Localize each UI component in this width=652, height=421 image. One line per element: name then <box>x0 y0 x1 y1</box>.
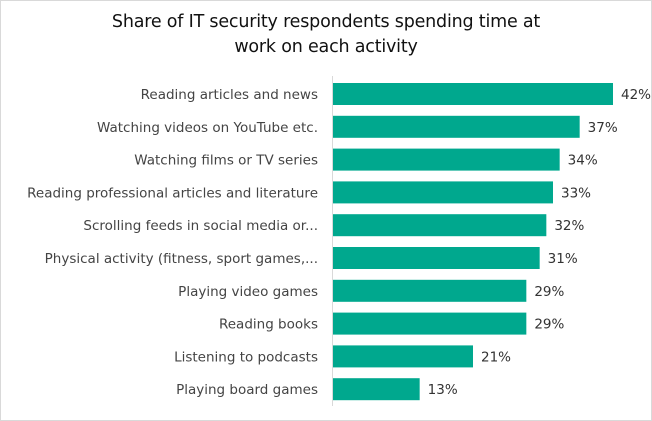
bar <box>333 83 613 105</box>
bars-group: Reading articles and news 42% Watching vid… <box>27 83 651 401</box>
data-label: 21% <box>481 349 511 365</box>
category-label: Watching videos on YouTube etc. <box>97 120 318 136</box>
data-label: 13% <box>428 382 458 398</box>
data-label: 29% <box>534 317 564 333</box>
bar <box>333 148 560 171</box>
data-label: 33% <box>561 185 591 201</box>
chart-title-line-1: Share of IT security respondents spendin… <box>111 12 541 32</box>
chart-title-line-2: work on each activity <box>234 37 418 57</box>
bar <box>333 345 473 368</box>
data-label: 32% <box>554 218 584 234</box>
bar <box>333 378 420 401</box>
category-label: Watching films or TV series <box>134 153 318 169</box>
category-label: Playing board games <box>176 382 318 398</box>
category-label: Reading books <box>219 317 318 333</box>
bar <box>333 279 527 302</box>
bar <box>333 312 527 335</box>
bar <box>333 115 580 138</box>
data-label: 31% <box>548 251 578 267</box>
bar <box>333 247 540 269</box>
data-label: 34% <box>568 153 598 169</box>
data-label: 29% <box>534 284 564 300</box>
category-label: Physical activity (fitness, sport games,… <box>45 251 318 267</box>
data-label: 42% <box>621 87 651 103</box>
chart-title: Share of IT security respondents spendin… <box>0 10 652 60</box>
category-label: Reading articles and news <box>141 87 318 103</box>
category-label: Scrolling feeds in social media or... <box>83 218 318 234</box>
category-label: Reading professional articles and litera… <box>27 185 318 201</box>
category-label: Listening to podcasts <box>174 349 318 365</box>
bar <box>333 214 547 237</box>
data-label: 37% <box>588 120 618 136</box>
category-label: Playing video games <box>178 284 318 300</box>
bar <box>333 181 553 204</box>
